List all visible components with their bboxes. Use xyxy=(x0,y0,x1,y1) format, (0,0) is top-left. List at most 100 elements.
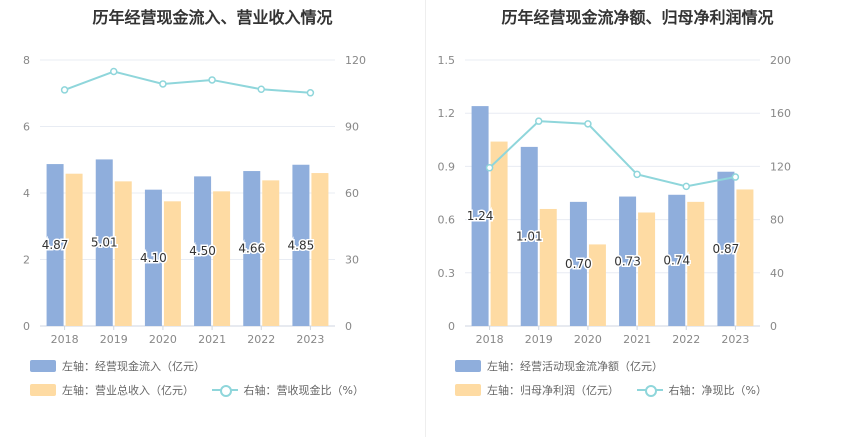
bar-series-1 xyxy=(194,176,212,326)
data-label: 4.10 xyxy=(140,251,167,265)
legend-line-marker xyxy=(211,384,238,397)
y-left-tick-label: 1.2 xyxy=(438,107,456,120)
y-left-tick-label: 8 xyxy=(23,54,30,67)
bar-series-1 xyxy=(717,171,735,326)
data-label: 0.70 xyxy=(565,257,592,271)
legend-swatch xyxy=(30,384,56,396)
bar-series-2 xyxy=(65,173,83,326)
line-point xyxy=(682,182,690,191)
line-point xyxy=(633,170,641,179)
y-right-tick-label: 30 xyxy=(345,254,359,267)
y-left-tick-label: 0 xyxy=(448,320,455,333)
legend-item[interactable]: 左轴：经营现金流入（亿元） xyxy=(30,358,205,374)
legend-swatch xyxy=(455,384,481,396)
bar-series-1 xyxy=(471,106,489,327)
line-point xyxy=(535,117,543,125)
bar-series-2 xyxy=(736,189,754,326)
y-right-tick-label: 80 xyxy=(770,214,784,227)
x-tick-label: 2020 xyxy=(574,333,602,346)
line-point xyxy=(110,67,118,76)
x-tick-label: 2019 xyxy=(525,333,553,346)
bar-series-2 xyxy=(490,141,508,326)
line-point xyxy=(584,120,592,128)
bar-series-2 xyxy=(588,244,606,326)
chart-title: 历年经营现金流入、营业收入情况 xyxy=(92,8,333,27)
bar-series-2 xyxy=(262,180,280,326)
line-point xyxy=(60,86,69,94)
chart-plot: 0 2 4 6 8 0 30 60 90 120 2018 2019 2020 2021 2022 2023 4… xyxy=(23,54,366,346)
data-label: 0.73 xyxy=(614,254,641,268)
x-tick-label: 2021 xyxy=(623,333,651,346)
data-label: 4.66 xyxy=(238,242,265,256)
legend-item[interactable]: 左轴：归母净利润（亿元） xyxy=(455,382,619,398)
bar-series-2 xyxy=(687,201,705,326)
line-point xyxy=(159,80,167,88)
legend-label: 左轴：营业总收入（亿元） xyxy=(62,384,194,397)
x-tick-label: 2020 xyxy=(149,333,177,346)
y-left-tick-label: 0.6 xyxy=(438,214,456,227)
bar-series-1 xyxy=(46,164,64,326)
x-tick-label: 2022 xyxy=(672,333,700,346)
bar-series-2 xyxy=(539,208,557,326)
y-right-tick-label: 40 xyxy=(770,267,784,280)
bar-series-1 xyxy=(520,146,538,326)
x-tick-label: 2023 xyxy=(721,333,749,346)
legend-label: 左轴：经营活动现金流净额（亿元） xyxy=(487,360,663,373)
data-label: 0.87 xyxy=(713,242,740,256)
bar-series-1 xyxy=(292,164,310,326)
legend-item[interactable]: 右轴：净现比（%） xyxy=(636,382,767,398)
data-label: 1.01 xyxy=(516,229,543,243)
y-right-tick-label: 160 xyxy=(770,107,791,120)
line-point xyxy=(257,85,265,94)
bar-series-2 xyxy=(213,191,231,326)
legend-label: 左轴：归母净利润（亿元） xyxy=(487,384,619,397)
bar-series-1 xyxy=(144,189,162,326)
legend-item[interactable]: 左轴：经营活动现金流净额（亿元） xyxy=(455,358,663,374)
data-label: 4.85 xyxy=(288,238,315,252)
data-label: 0.74 xyxy=(663,253,690,267)
y-left-tick-label: 1.5 xyxy=(438,54,456,67)
y-right-tick-label: 60 xyxy=(345,187,359,200)
line-series xyxy=(488,120,736,188)
line-point xyxy=(731,173,740,181)
y-left-tick-label: 2 xyxy=(23,254,30,267)
x-tick-label: 2018 xyxy=(51,333,79,346)
data-label: 4.87 xyxy=(42,238,69,252)
bar-series-2 xyxy=(311,173,329,326)
y-left-tick-label: 4 xyxy=(23,187,30,200)
y-left-tick-label: 0.3 xyxy=(438,267,456,280)
data-label: 1.24 xyxy=(467,209,494,223)
bar-series-2 xyxy=(163,201,181,326)
line-series xyxy=(64,70,311,94)
legend-item[interactable]: 左轴：营业总收入（亿元） xyxy=(30,382,194,398)
legend-label: 右轴：净现比（%） xyxy=(668,384,767,397)
y-right-tick-label: 0 xyxy=(770,320,777,333)
legend-label: 左轴：经营现金流入（亿元） xyxy=(62,360,205,373)
bar-series-1 xyxy=(668,194,686,326)
bar-series-1 xyxy=(569,201,587,326)
bar-series-2 xyxy=(638,212,656,326)
legend-item[interactable]: 右轴：营收现金比（%） xyxy=(211,382,364,398)
bar-series-1 xyxy=(619,196,637,326)
y-right-tick-label: 120 xyxy=(345,54,366,67)
legend-line-marker xyxy=(636,384,663,397)
y-right-tick-label: 200 xyxy=(770,54,791,67)
y-left-tick-label: 0.9 xyxy=(438,160,456,173)
legend-swatch xyxy=(455,360,481,372)
y-right-tick-label: 90 xyxy=(345,121,359,134)
y-right-tick-label: 0 xyxy=(345,320,352,333)
x-tick-label: 2021 xyxy=(198,333,226,346)
y-left-tick-label: 6 xyxy=(23,121,30,134)
data-label: 5.01 xyxy=(91,236,118,250)
panel-divider xyxy=(425,0,426,437)
x-tick-label: 2018 xyxy=(476,333,504,346)
chart-panel-left: 历年经营现金流入、营业收入情况 0 2 4 6 8 0 30 60 90 120 2018 2019 2… xyxy=(23,8,366,398)
line-point xyxy=(306,89,315,97)
legend-swatch xyxy=(30,360,56,372)
x-tick-label: 2022 xyxy=(247,333,275,346)
y-left-tick-label: 0 xyxy=(23,320,30,333)
data-label: 4.50 xyxy=(189,244,216,258)
chart-panel-right: 历年经营现金流净额、归母净利润情况 0 0.3 0.6 0.9 1.2 1.5 0 40 80 1… xyxy=(425,0,850,437)
bar-series-2 xyxy=(114,181,132,326)
line-point xyxy=(208,76,216,84)
